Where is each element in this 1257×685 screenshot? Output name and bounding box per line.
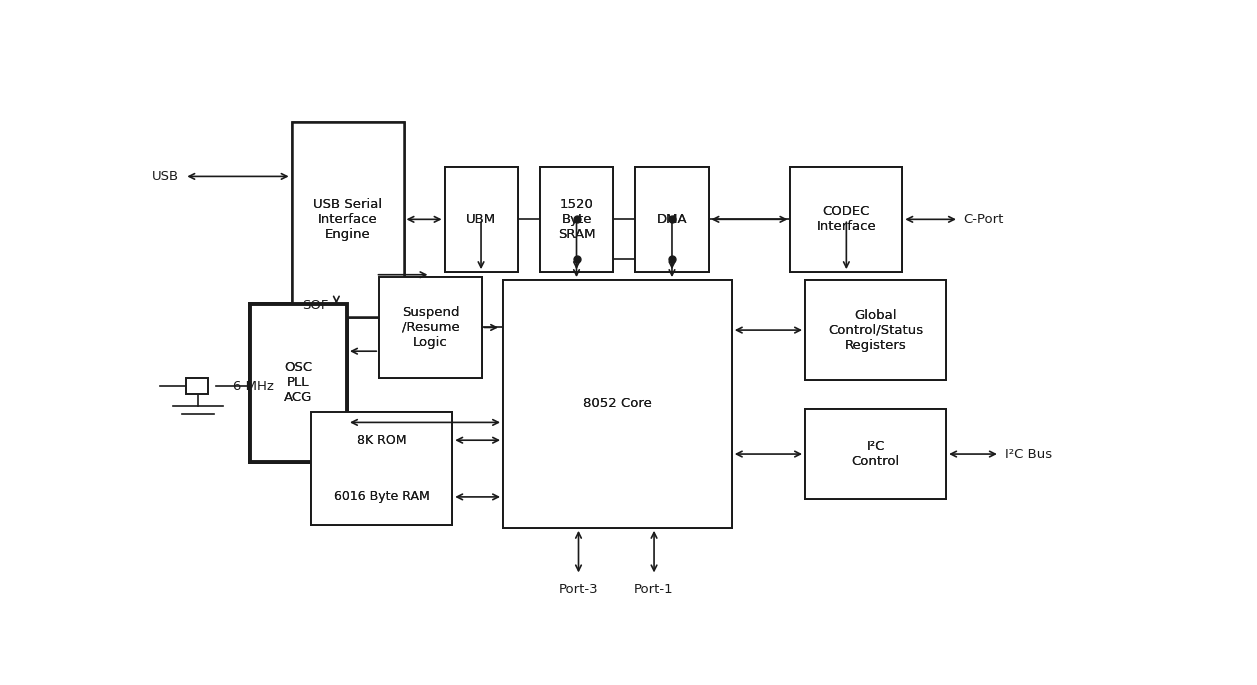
- Bar: [791, 166, 903, 272]
- Text: DMA: DMA: [656, 213, 688, 226]
- Bar: [186, 378, 207, 394]
- Bar: [310, 412, 453, 525]
- Bar: [804, 409, 947, 499]
- Text: I²C
Control: I²C Control: [851, 440, 900, 468]
- Bar: [791, 166, 903, 272]
- Text: I²C
Control: I²C Control: [851, 440, 900, 468]
- Text: 8052 Core: 8052 Core: [583, 397, 652, 410]
- Bar: [380, 277, 481, 377]
- Bar: [310, 412, 453, 525]
- Text: 1520
Byte
SRAM: 1520 Byte SRAM: [558, 198, 596, 241]
- Text: Port-1: Port-1: [635, 584, 674, 596]
- Text: C-Port: C-Port: [964, 213, 1004, 226]
- Text: USB: USB: [151, 170, 178, 183]
- Text: USB Serial
Interface
Engine: USB Serial Interface Engine: [313, 198, 382, 241]
- Bar: [250, 303, 347, 462]
- Text: 6016 Byte RAM: 6016 Byte RAM: [334, 490, 430, 503]
- Bar: [250, 303, 347, 462]
- Text: 6016 Byte RAM: 6016 Byte RAM: [334, 490, 430, 503]
- Bar: [445, 166, 518, 272]
- Bar: [503, 280, 732, 528]
- Bar: [541, 166, 613, 272]
- Bar: [541, 166, 613, 272]
- Text: UBM: UBM: [466, 213, 497, 226]
- Bar: [292, 122, 403, 317]
- Text: 8K ROM: 8K ROM: [357, 434, 406, 447]
- Text: SOF: SOF: [302, 299, 328, 312]
- Text: Port-3: Port-3: [558, 584, 598, 596]
- Text: 8052 Core: 8052 Core: [583, 397, 652, 410]
- Text: DMA: DMA: [656, 213, 688, 226]
- Bar: [380, 277, 481, 377]
- Bar: [445, 166, 518, 272]
- Text: Global
Control/Status
Registers: Global Control/Status Registers: [828, 309, 923, 351]
- Text: Suspend
/Resume
Logic: Suspend /Resume Logic: [401, 306, 459, 349]
- Bar: [804, 280, 947, 380]
- Bar: [636, 166, 709, 272]
- Text: OSC
PLL
ACG: OSC PLL ACG: [284, 362, 313, 404]
- Bar: [292, 122, 403, 317]
- Text: Suspend
/Resume
Logic: Suspend /Resume Logic: [401, 306, 459, 349]
- Text: 6 MHz: 6 MHz: [233, 379, 274, 393]
- Bar: [804, 280, 947, 380]
- Text: CODEC
Interface: CODEC Interface: [817, 206, 876, 234]
- Bar: [503, 280, 732, 528]
- Text: OSC
PLL
ACG: OSC PLL ACG: [284, 362, 313, 404]
- Text: I²C Bus: I²C Bus: [1004, 447, 1052, 460]
- Text: Global
Control/Status
Registers: Global Control/Status Registers: [828, 309, 923, 351]
- Bar: [804, 409, 947, 499]
- Text: USB Serial
Interface
Engine: USB Serial Interface Engine: [313, 198, 382, 241]
- Bar: [636, 166, 709, 272]
- Text: CODEC
Interface: CODEC Interface: [817, 206, 876, 234]
- Text: 8K ROM: 8K ROM: [357, 434, 406, 447]
- Text: UBM: UBM: [466, 213, 497, 226]
- Text: 1520
Byte
SRAM: 1520 Byte SRAM: [558, 198, 596, 241]
